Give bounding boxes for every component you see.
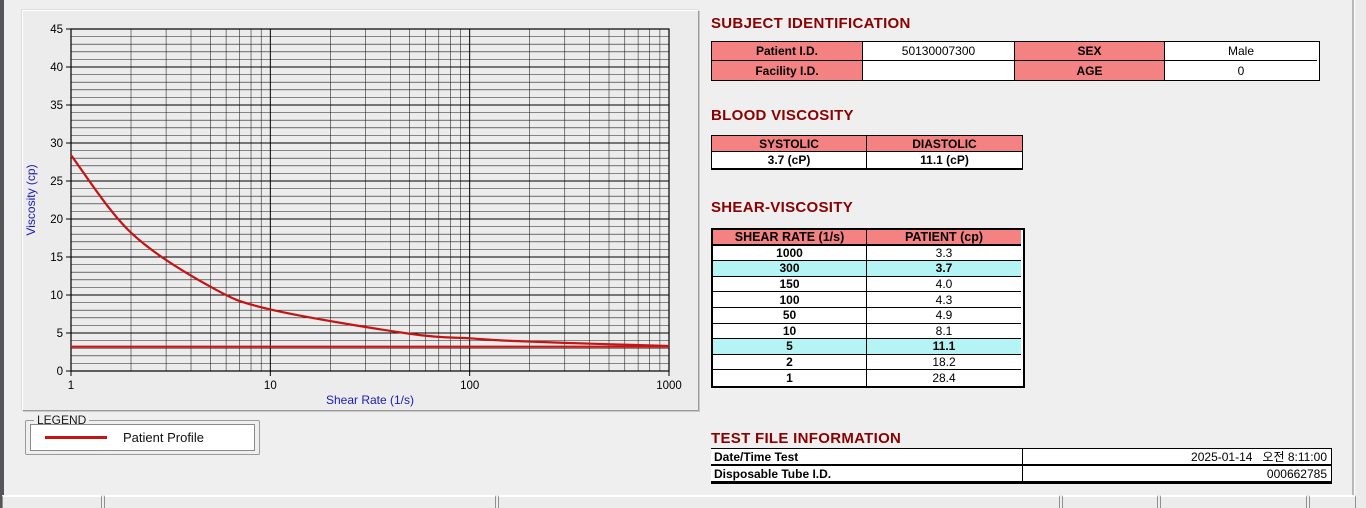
disposable-tube-id-label: Disposable Tube I.D. bbox=[711, 466, 1023, 482]
legend-box: LEGEND Patient Profile bbox=[25, 413, 260, 455]
sex-label-cell: SEX bbox=[1015, 42, 1165, 61]
shear-row: 10 8.1 bbox=[713, 323, 1023, 340]
shear-row: 2 18.2 bbox=[713, 354, 1023, 371]
table-row: Disposable Tube I.D. 000662785 bbox=[711, 466, 1331, 482]
shear-row: 1 28.4 bbox=[713, 370, 1023, 386]
shear-row: 300 3.7 bbox=[713, 261, 1023, 277]
patient-cp-cell: 28.4 bbox=[867, 370, 1021, 386]
bottom-panel-stub[interactable] bbox=[2, 495, 102, 508]
facility-id-value-cell bbox=[863, 61, 1015, 80]
svg-text:45: 45 bbox=[50, 24, 63, 36]
shear-rate-cell: 150 bbox=[713, 276, 867, 293]
systolic-header-cell: SYSTOLIC bbox=[712, 136, 867, 152]
systolic-value-cell: 3.7 (cP) bbox=[712, 152, 867, 168]
patient-id-label-cell: Patient I.D. bbox=[712, 42, 863, 61]
patient-cp-cell: 8.1 bbox=[867, 323, 1021, 340]
shear-viscosity-chart: 0 5 10 15 20 25 30 35 40 45 1 10 100 1000 Shear Rate (… bbox=[24, 24, 682, 407]
svg-text:30: 30 bbox=[50, 138, 63, 150]
viscosity-chart-panel: 0 5 10 15 20 25 30 35 40 45 1 10 100 1000 Shear Rate (… bbox=[22, 10, 699, 411]
table-row: Date/Time Test 2025-01-14 오전 8:11:00 bbox=[711, 449, 1331, 466]
facility-id-label-cell: Facility I.D. bbox=[712, 61, 863, 80]
patient-cp-cell: 18.2 bbox=[867, 354, 1021, 371]
shear-rate-cell: 300 bbox=[713, 261, 867, 277]
age-value-cell: 0 bbox=[1165, 61, 1317, 80]
age-label-cell: AGE bbox=[1015, 61, 1165, 80]
diastolic-header-cell: DIASTOLIC bbox=[867, 136, 1022, 152]
patient-id-value-cell: 50130007300 bbox=[863, 42, 1015, 61]
table-row: 3.7 (cP) 11.1 (cP) bbox=[712, 152, 1022, 168]
blood-viscosity-table: SYSTOLIC DIASTOLIC 3.7 (cP) 11.1 (cP) bbox=[711, 135, 1023, 170]
shear-rate-cell: 1 bbox=[713, 370, 867, 386]
shear-rate-cell: 10 bbox=[713, 323, 867, 340]
table-row: Patient I.D. 50130007300 SEX Male bbox=[712, 42, 1319, 61]
table-header-row: SYSTOLIC DIASTOLIC bbox=[712, 136, 1022, 152]
svg-text:15: 15 bbox=[50, 252, 63, 264]
section-title-shear-viscosity: SHEAR-VISCOSITY bbox=[711, 199, 854, 216]
x-axis-title: Shear Rate (1/s) bbox=[326, 393, 414, 407]
table-header-row: SHEAR RATE (1/s) PATIENT (cp) bbox=[713, 230, 1023, 246]
legend-inner: Patient Profile bbox=[30, 424, 255, 451]
date-time-test-label: Date/Time Test bbox=[711, 449, 1023, 465]
svg-text:0: 0 bbox=[57, 366, 63, 378]
bottom-panel-stub[interactable] bbox=[1062, 495, 1158, 508]
svg-text:10: 10 bbox=[264, 380, 277, 392]
bottom-panel-stub[interactable] bbox=[1160, 495, 1307, 508]
window-left-edge bbox=[0, 0, 4, 508]
svg-text:25: 25 bbox=[50, 176, 63, 188]
patient-cp-cell: 4.3 bbox=[867, 292, 1021, 308]
shear-viscosity-table: SHEAR RATE (1/s) PATIENT (cp) 1000 3.3 3… bbox=[711, 228, 1025, 388]
subject-identification-table: Patient I.D. 50130007300 SEX Male Facili… bbox=[711, 41, 1320, 81]
date-time-test-value: 2025-01-14 오전 8:11:00 bbox=[1023, 449, 1331, 465]
section-title-blood-viscosity: BLOOD VISCOSITY bbox=[711, 107, 854, 124]
shear-rate-header-cell: SHEAR RATE (1/s) bbox=[713, 230, 867, 246]
y-axis-title: Viscosity (cp) bbox=[24, 164, 38, 235]
shear-row: 100 4.3 bbox=[713, 292, 1023, 308]
legend-line-sample bbox=[45, 436, 107, 439]
patient-cp-cell: 11.1 bbox=[867, 339, 1021, 355]
sex-value-cell: Male bbox=[1165, 42, 1317, 61]
svg-text:35: 35 bbox=[50, 100, 63, 112]
svg-text:5: 5 bbox=[57, 328, 63, 340]
svg-text:1: 1 bbox=[68, 380, 74, 392]
patient-cp-cell: 4.9 bbox=[867, 307, 1021, 324]
test-file-information-table: Date/Time Test 2025-01-14 오전 8:11:00 Dis… bbox=[711, 448, 1332, 484]
patient-cp-cell: 4.0 bbox=[867, 276, 1021, 293]
table-row: Facility I.D. AGE 0 bbox=[712, 61, 1319, 80]
svg-text:100: 100 bbox=[460, 380, 479, 392]
shear-row: 1000 3.3 bbox=[713, 245, 1023, 262]
shear-row: 150 4.0 bbox=[713, 276, 1023, 293]
shear-rate-cell: 2 bbox=[713, 354, 867, 371]
panel-right-divider bbox=[1352, 0, 1355, 508]
section-title-test-file-information: TEST FILE INFORMATION bbox=[711, 430, 902, 447]
section-title-subject-identification: SUBJECT IDENTIFICATION bbox=[711, 15, 911, 32]
shear-rate-cell: 50 bbox=[713, 307, 867, 324]
legend-series-label: Patient Profile bbox=[123, 430, 204, 445]
diastolic-value-cell: 11.1 (cP) bbox=[867, 152, 1022, 168]
window-right-gutter bbox=[1356, 0, 1366, 508]
shear-rate-cell: 5 bbox=[713, 339, 867, 355]
shear-rate-cell: 100 bbox=[713, 292, 867, 308]
svg-text:20: 20 bbox=[50, 214, 63, 226]
shear-rate-cell: 1000 bbox=[713, 245, 867, 262]
bottom-panel-stub[interactable] bbox=[104, 495, 496, 508]
patient-cp-cell: 3.3 bbox=[867, 245, 1021, 262]
disposable-tube-id-value: 000662785 bbox=[1023, 466, 1331, 482]
bottom-panel-stub[interactable] bbox=[498, 495, 1060, 508]
bottom-panel-stub[interactable] bbox=[1309, 495, 1356, 508]
svg-text:10: 10 bbox=[50, 290, 63, 302]
patient-cp-cell: 3.7 bbox=[867, 261, 1021, 277]
svg-text:40: 40 bbox=[50, 62, 63, 74]
patient-cp-header-cell: PATIENT (cp) bbox=[867, 230, 1021, 246]
legend-caption: LEGEND bbox=[34, 413, 90, 427]
svg-text:1000: 1000 bbox=[656, 380, 682, 392]
shear-row: 5 11.1 bbox=[713, 339, 1023, 355]
shear-row: 50 4.9 bbox=[713, 307, 1023, 324]
